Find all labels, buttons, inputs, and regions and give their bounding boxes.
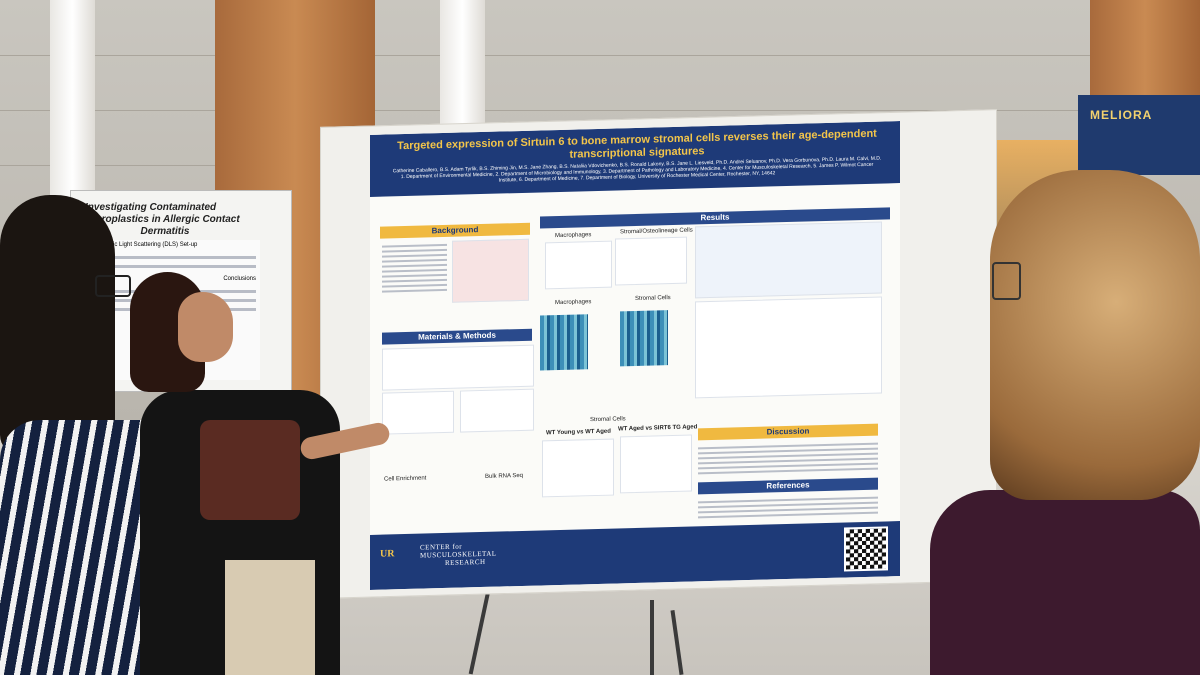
background-figure [452, 238, 529, 303]
glasses [992, 262, 1021, 300]
figure-label: Macrophages [555, 299, 592, 307]
left-poster-body: Dynamic Light Scattering (DLS) Set-up Co… [90, 240, 260, 380]
left-poster-title: Investigating Contaminated Microplastics… [85, 202, 245, 238]
wall-seam [0, 55, 1200, 56]
figure-label: WT Aged vs SIRT6 TG Aged [618, 424, 698, 433]
glasses [95, 275, 131, 297]
figure-label: Bulk RNA Seq [485, 472, 524, 480]
presenter-face [178, 292, 233, 362]
ur-logo: UR [380, 548, 395, 560]
figure-label: Stromal/Osteolineage Cells [620, 227, 693, 236]
white-column [50, 0, 95, 210]
person-left-hair [0, 195, 115, 455]
text-line [94, 265, 256, 268]
heatmap [540, 314, 588, 371]
references-text [698, 494, 878, 522]
volcano-plot [542, 438, 614, 498]
heatmap [620, 310, 668, 367]
figure-label: Stromal Cells [590, 416, 626, 424]
qr-code-icon [844, 526, 888, 572]
bar-figure [545, 240, 612, 290]
text-line [94, 256, 256, 259]
methods-diagram [382, 344, 534, 391]
discussion-text [698, 440, 878, 478]
person-right-hair [990, 170, 1200, 500]
figure-label: WT Young vs WT Aged [546, 428, 611, 437]
footer-center-name: CENTER for MUSCULOSKELETAL RESEARCH [420, 541, 530, 568]
left-poster-section: Dynamic Light Scattering (DLS) Set-up [94, 242, 198, 248]
background-text [382, 241, 447, 296]
figure-label: Macrophages [555, 232, 592, 240]
presenter-pants [225, 560, 315, 675]
research-poster: Targeted expression of Sirtuin 6 to bone… [370, 121, 900, 590]
section-background: Background [380, 222, 530, 239]
poster-header: Targeted expression of Sirtuin 6 to bone… [370, 121, 900, 197]
left-poster-section: Conclusions [223, 276, 256, 282]
bar-figure [615, 236, 687, 286]
section-materials-methods: Materials & Methods [382, 328, 532, 345]
left-poster-title-line: Investigating Contaminated Microplastics… [85, 202, 240, 225]
person-right-shirt [930, 490, 1200, 675]
section-references: References [698, 477, 878, 495]
wood-column [1090, 0, 1200, 110]
university-banner [1078, 95, 1200, 175]
left-poster-title-line: Dermatitis [140, 226, 190, 237]
wall-seam [0, 110, 1200, 111]
methods-cells [460, 388, 534, 433]
banner-text: MELIORA [1090, 108, 1153, 122]
volcano-plot [620, 434, 692, 494]
figure-label: Stromal Cells [635, 295, 671, 302]
flow-cytometry-figure [695, 221, 882, 299]
presenter-top [200, 420, 300, 520]
figure-label: Cell Enrichment [384, 475, 427, 483]
bar-chart-grid [695, 296, 882, 399]
methods-table [382, 390, 454, 435]
easel-leg [650, 600, 654, 675]
section-discussion: Discussion [698, 423, 878, 441]
